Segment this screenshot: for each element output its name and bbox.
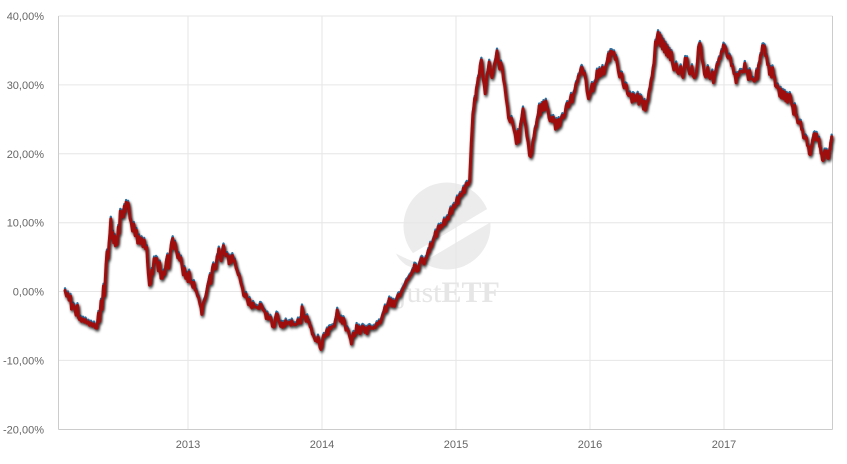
svg-text:2016: 2016: [578, 439, 602, 451]
svg-text:30,00%: 30,00%: [7, 80, 45, 92]
svg-text:2015: 2015: [444, 439, 468, 451]
svg-text:2014: 2014: [310, 439, 334, 451]
svg-text:-10,00%: -10,00%: [3, 355, 44, 367]
svg-text:justETF: justETF: [397, 276, 500, 309]
svg-text:0,00%: 0,00%: [13, 287, 44, 299]
svg-text:2017: 2017: [712, 439, 736, 451]
svg-text:2013: 2013: [176, 439, 200, 451]
svg-text:40,00%: 40,00%: [7, 11, 45, 23]
svg-text:10,00%: 10,00%: [7, 218, 45, 230]
svg-text:20,00%: 20,00%: [7, 149, 45, 161]
svg-text:-20,00%: -20,00%: [3, 424, 44, 436]
